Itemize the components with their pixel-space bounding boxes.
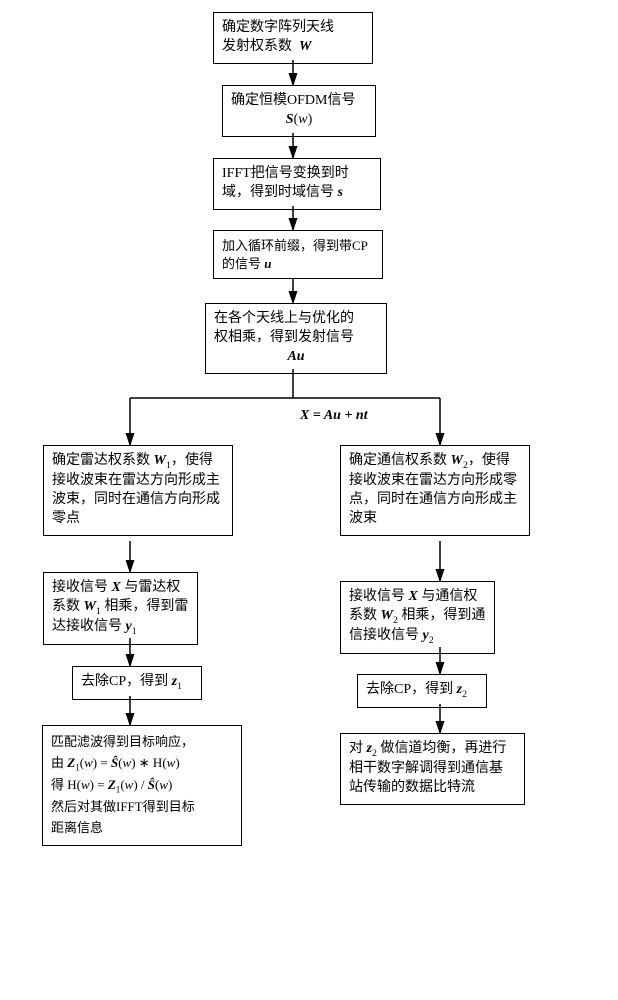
box-radar-weight: 确定雷达权系数 W1，使得接收波束在雷达方向形成主波束，同时在通信方向形成零点 xyxy=(43,445,233,536)
b2-line1: 确定恒模OFDM信号 xyxy=(231,93,355,108)
l4-line2: 由 Z1(w) = Ŝ(w) ∗ H(w) xyxy=(51,755,180,770)
l4-line5: 距离信息 xyxy=(51,820,103,835)
l2-text: 接收信号 X 与雷达权系数 W1 相乘，得到雷达接收信号 y1 xyxy=(52,580,188,634)
l4-line1: 匹配滤波得到目标响应， xyxy=(51,734,194,749)
box-comm-demod: 对 z2 做信道均衡，再进行相干数字解调得到通信基站传输的数据比特流 xyxy=(340,733,525,805)
box-ifft: IFFT把信号变换到时 域，得到时域信号 s xyxy=(213,158,381,210)
b5-line1: 在各个天线上与优化的 xyxy=(214,311,354,326)
r3-text: 去除CP，得到 z2 xyxy=(366,682,467,697)
box-radar-receive: 接收信号 X 与雷达权系数 W1 相乘，得到雷达接收信号 y1 xyxy=(43,572,198,645)
b5-line3: Au xyxy=(214,348,378,367)
box-cp: 加入循环前缀，得到带CP 的信号 u xyxy=(213,230,383,279)
box-comm-weight: 确定通信权系数 W2，使得接收波束在雷达方向形成零点，同时在通信方向形成主波束 xyxy=(340,445,530,536)
b4-line2: 的信号 u xyxy=(222,256,272,271)
l3-text: 去除CP，得到 z1 xyxy=(81,674,182,689)
box-radar-removecp: 去除CP，得到 z1 xyxy=(72,666,202,700)
box-comm-removecp: 去除CP，得到 z2 xyxy=(357,674,487,708)
l4-line3: 得 H(w) = Z1(w) / Ŝ(w) xyxy=(51,777,172,792)
b1-line2: 发射权系数 W xyxy=(222,39,311,54)
b3-line2: 域，得到时域信号 s xyxy=(222,185,343,200)
b1-line1: 确定数字阵列天线 xyxy=(222,20,334,35)
box-multiply-weight: 在各个天线上与优化的 权相乘，得到发射信号 Au xyxy=(205,303,387,374)
box-comm-receive: 接收信号 X 与通信权系数 W2 相乘，得到通信接收信号 y2 xyxy=(340,581,495,654)
r4-text: 对 z2 做信道均衡，再进行相干数字解调得到通信基站传输的数据比特流 xyxy=(349,741,506,795)
box-matched-filter: 匹配滤波得到目标响应， 由 Z1(w) = Ŝ(w) ∗ H(w) 得 H(w)… xyxy=(42,725,242,846)
b4-line1: 加入循环前缀，得到带CP xyxy=(222,238,368,253)
b3-line1: IFFT把信号变换到时 xyxy=(222,166,349,181)
box-ofdm-signal: 确定恒模OFDM信号 S(w) xyxy=(222,85,376,137)
r1-text: 确定通信权系数 W2，使得接收波束在雷达方向形成零点，同时在通信方向形成主波束 xyxy=(349,453,517,526)
b2-line2: S(w) xyxy=(231,111,367,130)
l4-line4: 然后对其做IFFT得到目标 xyxy=(51,799,195,814)
b5-line2: 权相乘，得到发射信号 xyxy=(214,330,354,345)
mid-formula: X = Au + nt xyxy=(300,408,368,424)
l1-text: 确定雷达权系数 W1，使得接收波束在雷达方向形成主波束，同时在通信方向形成零点 xyxy=(52,453,220,526)
r2-text: 接收信号 X 与通信权系数 W2 相乘，得到通信接收信号 y2 xyxy=(349,589,485,643)
box-tx-weight: 确定数字阵列天线 发射权系数 W xyxy=(213,12,373,64)
